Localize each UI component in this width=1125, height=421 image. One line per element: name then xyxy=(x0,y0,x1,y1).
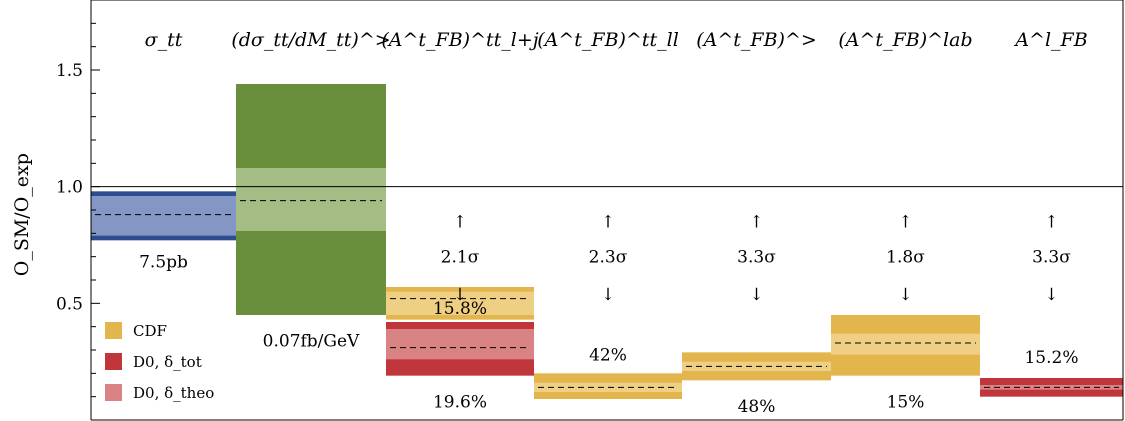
y-axis-label: O_SM/O_exp xyxy=(11,153,33,276)
chart-labels: σ_tt (dσ_tt/dM_tt)^>(A^t_FB)^tt_l+j(A^t_F… xyxy=(139,29,1088,417)
box-theo-cdf-2 xyxy=(386,291,534,315)
column-title-2: (A^t_FB)^tt_l+j xyxy=(381,29,538,51)
column-title-3: (A^t_FB)^tt_ll xyxy=(537,29,679,51)
tension-label-0: 2.1σ xyxy=(441,248,480,268)
value-label-7: 15.2% xyxy=(1024,348,1078,368)
box-theo-d0-6 xyxy=(980,385,1123,390)
box-theo-cdf-5 xyxy=(831,333,980,355)
column-title-0: σ_tt xyxy=(145,29,183,51)
tension-down-arrow-icon: ↓ xyxy=(1044,285,1058,305)
y-tick-label: 1.0 xyxy=(56,178,83,198)
column-title-6: A^l_FB xyxy=(1013,29,1087,51)
value-label-6: 15% xyxy=(887,392,925,412)
tension-down-arrow-icon: ↓ xyxy=(749,285,763,305)
column-title-4: (A^t_FB)^> xyxy=(696,29,817,51)
box-theo-d0-2 xyxy=(386,329,534,360)
tension-down-arrow-icon: ↓ xyxy=(898,285,912,305)
box-theo-other-0 xyxy=(91,196,236,236)
tension-label-3: 1.8σ xyxy=(886,248,925,268)
tension-down-arrow-icon: ↓ xyxy=(453,285,467,305)
tension-up-arrow-icon: ↑ xyxy=(749,213,763,233)
value-label-5: 48% xyxy=(738,397,776,417)
chart-axes: 0.5 1.0 1.5 O_SM/O_exp xyxy=(11,0,1124,421)
value-label-1: 0.07fb/GeV xyxy=(263,332,360,352)
value-label-0: 7.5pb xyxy=(139,252,188,272)
box-theo-other-1 xyxy=(236,168,386,231)
legend-label-2: D0, δ_theo xyxy=(133,384,214,402)
tension-label-1: 2.3σ xyxy=(589,248,628,268)
value-label-4: 42% xyxy=(589,346,627,366)
chart-legend: CDF D0, δ_tot D0, δ_theo xyxy=(105,322,214,402)
value-label-3: 19.6% xyxy=(433,392,487,412)
tension-up-arrow-icon: ↑ xyxy=(601,213,615,233)
y-tick-label: 1.5 xyxy=(56,61,83,81)
tension-up-arrow-icon: ↑ xyxy=(898,213,912,233)
legend-swatch-0 xyxy=(105,322,122,339)
legend-label-1: D0, δ_tot xyxy=(133,353,202,371)
tension-label-2: 3.3σ xyxy=(737,248,776,268)
legend-swatch-2 xyxy=(105,384,122,401)
y-tick-label: 0.5 xyxy=(56,294,83,314)
value-label-2: 15.8% xyxy=(433,299,487,319)
chart-boxes xyxy=(91,84,1123,399)
tension-up-arrow-icon: ↑ xyxy=(453,213,467,233)
column-title-1: (dσ_tt/dM_tt)^> xyxy=(231,29,390,51)
tension-up-arrow-icon: ↑ xyxy=(1044,213,1058,233)
tension-label-4: 3.3σ xyxy=(1032,248,1071,268)
column-title-5: (A^t_FB)^lab xyxy=(838,29,972,51)
tension-down-arrow-icon: ↓ xyxy=(601,285,615,305)
legend-label-0: CDF xyxy=(133,322,167,340)
legend-swatch-1 xyxy=(105,353,122,370)
